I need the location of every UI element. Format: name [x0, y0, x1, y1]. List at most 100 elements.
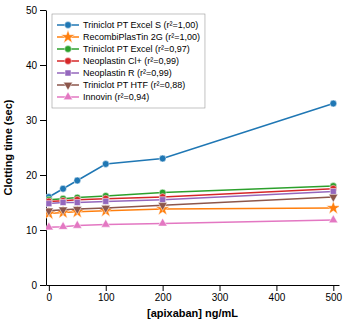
tick: 200	[155, 285, 172, 303]
legend-label: Innovin (r²=0,94)	[83, 92, 149, 102]
point	[101, 219, 110, 227]
point	[101, 205, 110, 213]
tick-label: 0	[47, 292, 53, 303]
point	[102, 161, 109, 168]
legend-item: Innovin (r²=0,94)	[57, 92, 149, 102]
series-line	[49, 197, 333, 211]
legend-symbol	[65, 46, 72, 53]
legend-label: Triniclot PT Excel S (r²=1,00)	[83, 20, 198, 30]
point	[330, 100, 337, 107]
tick: 30	[26, 115, 46, 126]
tick: 0	[31, 280, 46, 291]
tick-mark	[276, 285, 277, 291]
point	[70, 205, 84, 218]
tick-label: 0	[31, 280, 37, 291]
tick-label: 10	[26, 225, 38, 236]
point	[56, 205, 70, 218]
y-axis-title: Clotting time (sec)	[2, 99, 14, 195]
point	[158, 218, 167, 226]
tick-mark	[163, 285, 164, 291]
point	[60, 200, 66, 206]
legend: Triniclot PT Excel S (r²=1,00) RecombiPla…	[52, 14, 205, 108]
point	[159, 155, 166, 162]
chart: 0 100 200 300 400 500 0 10 20 30 40 50 Triniclot PT …	[0, 0, 351, 325]
point	[156, 202, 170, 215]
tick-label: 400	[269, 292, 286, 303]
tick-mark	[49, 285, 50, 291]
tick-label: 40	[26, 60, 38, 71]
tick-label: 20	[26, 170, 38, 181]
tick-mark	[106, 285, 107, 291]
legend-symbol	[63, 92, 72, 100]
legend-item: Triniclot PT Excel (r²=0,97)	[57, 44, 190, 54]
point	[73, 220, 82, 228]
tick-label: 500	[325, 292, 342, 303]
marks	[46, 100, 339, 230]
plot: 0 100 200 300 400 500 0 10 20 30 40 50 Triniclot PT …	[26, 5, 343, 303]
tick-mark	[40, 65, 46, 66]
tick: 500	[325, 285, 342, 303]
tick-label: 100	[98, 292, 115, 303]
legend-item: Neoplastin Cl+ (r²=0,99)	[57, 56, 179, 66]
point	[158, 203, 167, 211]
legend-item: Triniclot PT Excel S (r²=1,00)	[57, 20, 198, 30]
legend-label: Triniclot PT HTF (r²=0,88)	[83, 80, 185, 90]
point	[46, 222, 53, 230]
tick: 20	[26, 170, 46, 181]
tick-label: 300	[212, 292, 229, 303]
legend-symbol	[65, 22, 72, 29]
tick-mark	[40, 285, 46, 286]
y-axis: 0 10 20 30 40 50	[26, 5, 47, 291]
x-axis: 0 100 200 300 400 500	[47, 285, 343, 303]
point	[329, 194, 338, 202]
tick: 50	[26, 5, 46, 16]
point	[46, 208, 53, 216]
axis-line	[47, 285, 340, 286]
point	[46, 201, 52, 207]
point	[326, 201, 339, 214]
point	[160, 197, 166, 203]
legend-symbol	[65, 58, 72, 65]
tick-label: 30	[26, 115, 38, 126]
point	[74, 200, 80, 206]
tick-mark	[40, 230, 46, 231]
tick: 10	[26, 225, 46, 236]
point	[60, 185, 67, 192]
point	[329, 215, 338, 223]
point	[46, 206, 56, 219]
series-line	[49, 192, 333, 204]
legend-frame	[52, 14, 205, 108]
legend-item: RecombiPlasTin 2G (r²=1,00)	[57, 30, 200, 43]
tick-mark	[333, 285, 334, 291]
legend-symbol	[65, 70, 71, 76]
point	[73, 206, 82, 214]
tick: 40	[26, 60, 46, 71]
tick: 0	[47, 285, 53, 303]
legend-label: Triniclot PT Excel (r²=0,97)	[83, 44, 190, 54]
point	[59, 207, 68, 215]
legend-item: Neoplastin R (r²=0,99)	[57, 68, 172, 78]
tick-mark	[220, 285, 221, 291]
legend-symbol	[61, 30, 75, 43]
tick-label: 50	[26, 5, 38, 16]
legend-label: Neoplastin R (r²=0,99)	[83, 68, 172, 78]
axis-line	[46, 11, 47, 286]
legend-label: RecombiPlasTin 2G (r²=1,00)	[83, 32, 200, 42]
tick: 300	[212, 285, 229, 303]
legend-item: Triniclot PT HTF (r²=0,88)	[57, 80, 185, 90]
point	[330, 189, 336, 195]
x-axis-title: [apixaban] ng/mL	[147, 307, 238, 319]
series-line	[49, 104, 333, 198]
tick-label: 200	[155, 292, 172, 303]
legend-symbol	[63, 82, 72, 90]
tick-mark	[40, 120, 46, 121]
series-line	[49, 220, 333, 227]
point	[59, 221, 68, 229]
tick: 100	[98, 285, 115, 303]
tick-mark	[40, 10, 46, 11]
legend-label: Neoplastin Cl+ (r²=0,99)	[83, 56, 179, 66]
tick-mark	[40, 175, 46, 176]
point	[99, 203, 113, 216]
point	[103, 198, 109, 204]
tick: 400	[269, 285, 286, 303]
